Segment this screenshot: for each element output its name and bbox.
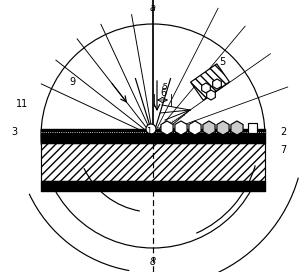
Text: δ: δ [162,83,167,92]
Text: 8: 8 [150,257,156,267]
Bar [41,143,265,181]
Bar [248,123,257,133]
Text: 2: 2 [280,127,286,137]
Circle shape [146,124,156,134]
Text: 3: 3 [11,127,17,137]
Text: 9: 9 [69,77,75,87]
Text: 11: 11 [16,99,28,109]
Text: 1: 1 [146,126,152,135]
Text: 5: 5 [219,57,225,67]
Text: 6: 6 [160,88,166,98]
Text: a: a [150,3,156,13]
Text: 7: 7 [280,145,286,155]
Polygon shape [191,64,230,100]
